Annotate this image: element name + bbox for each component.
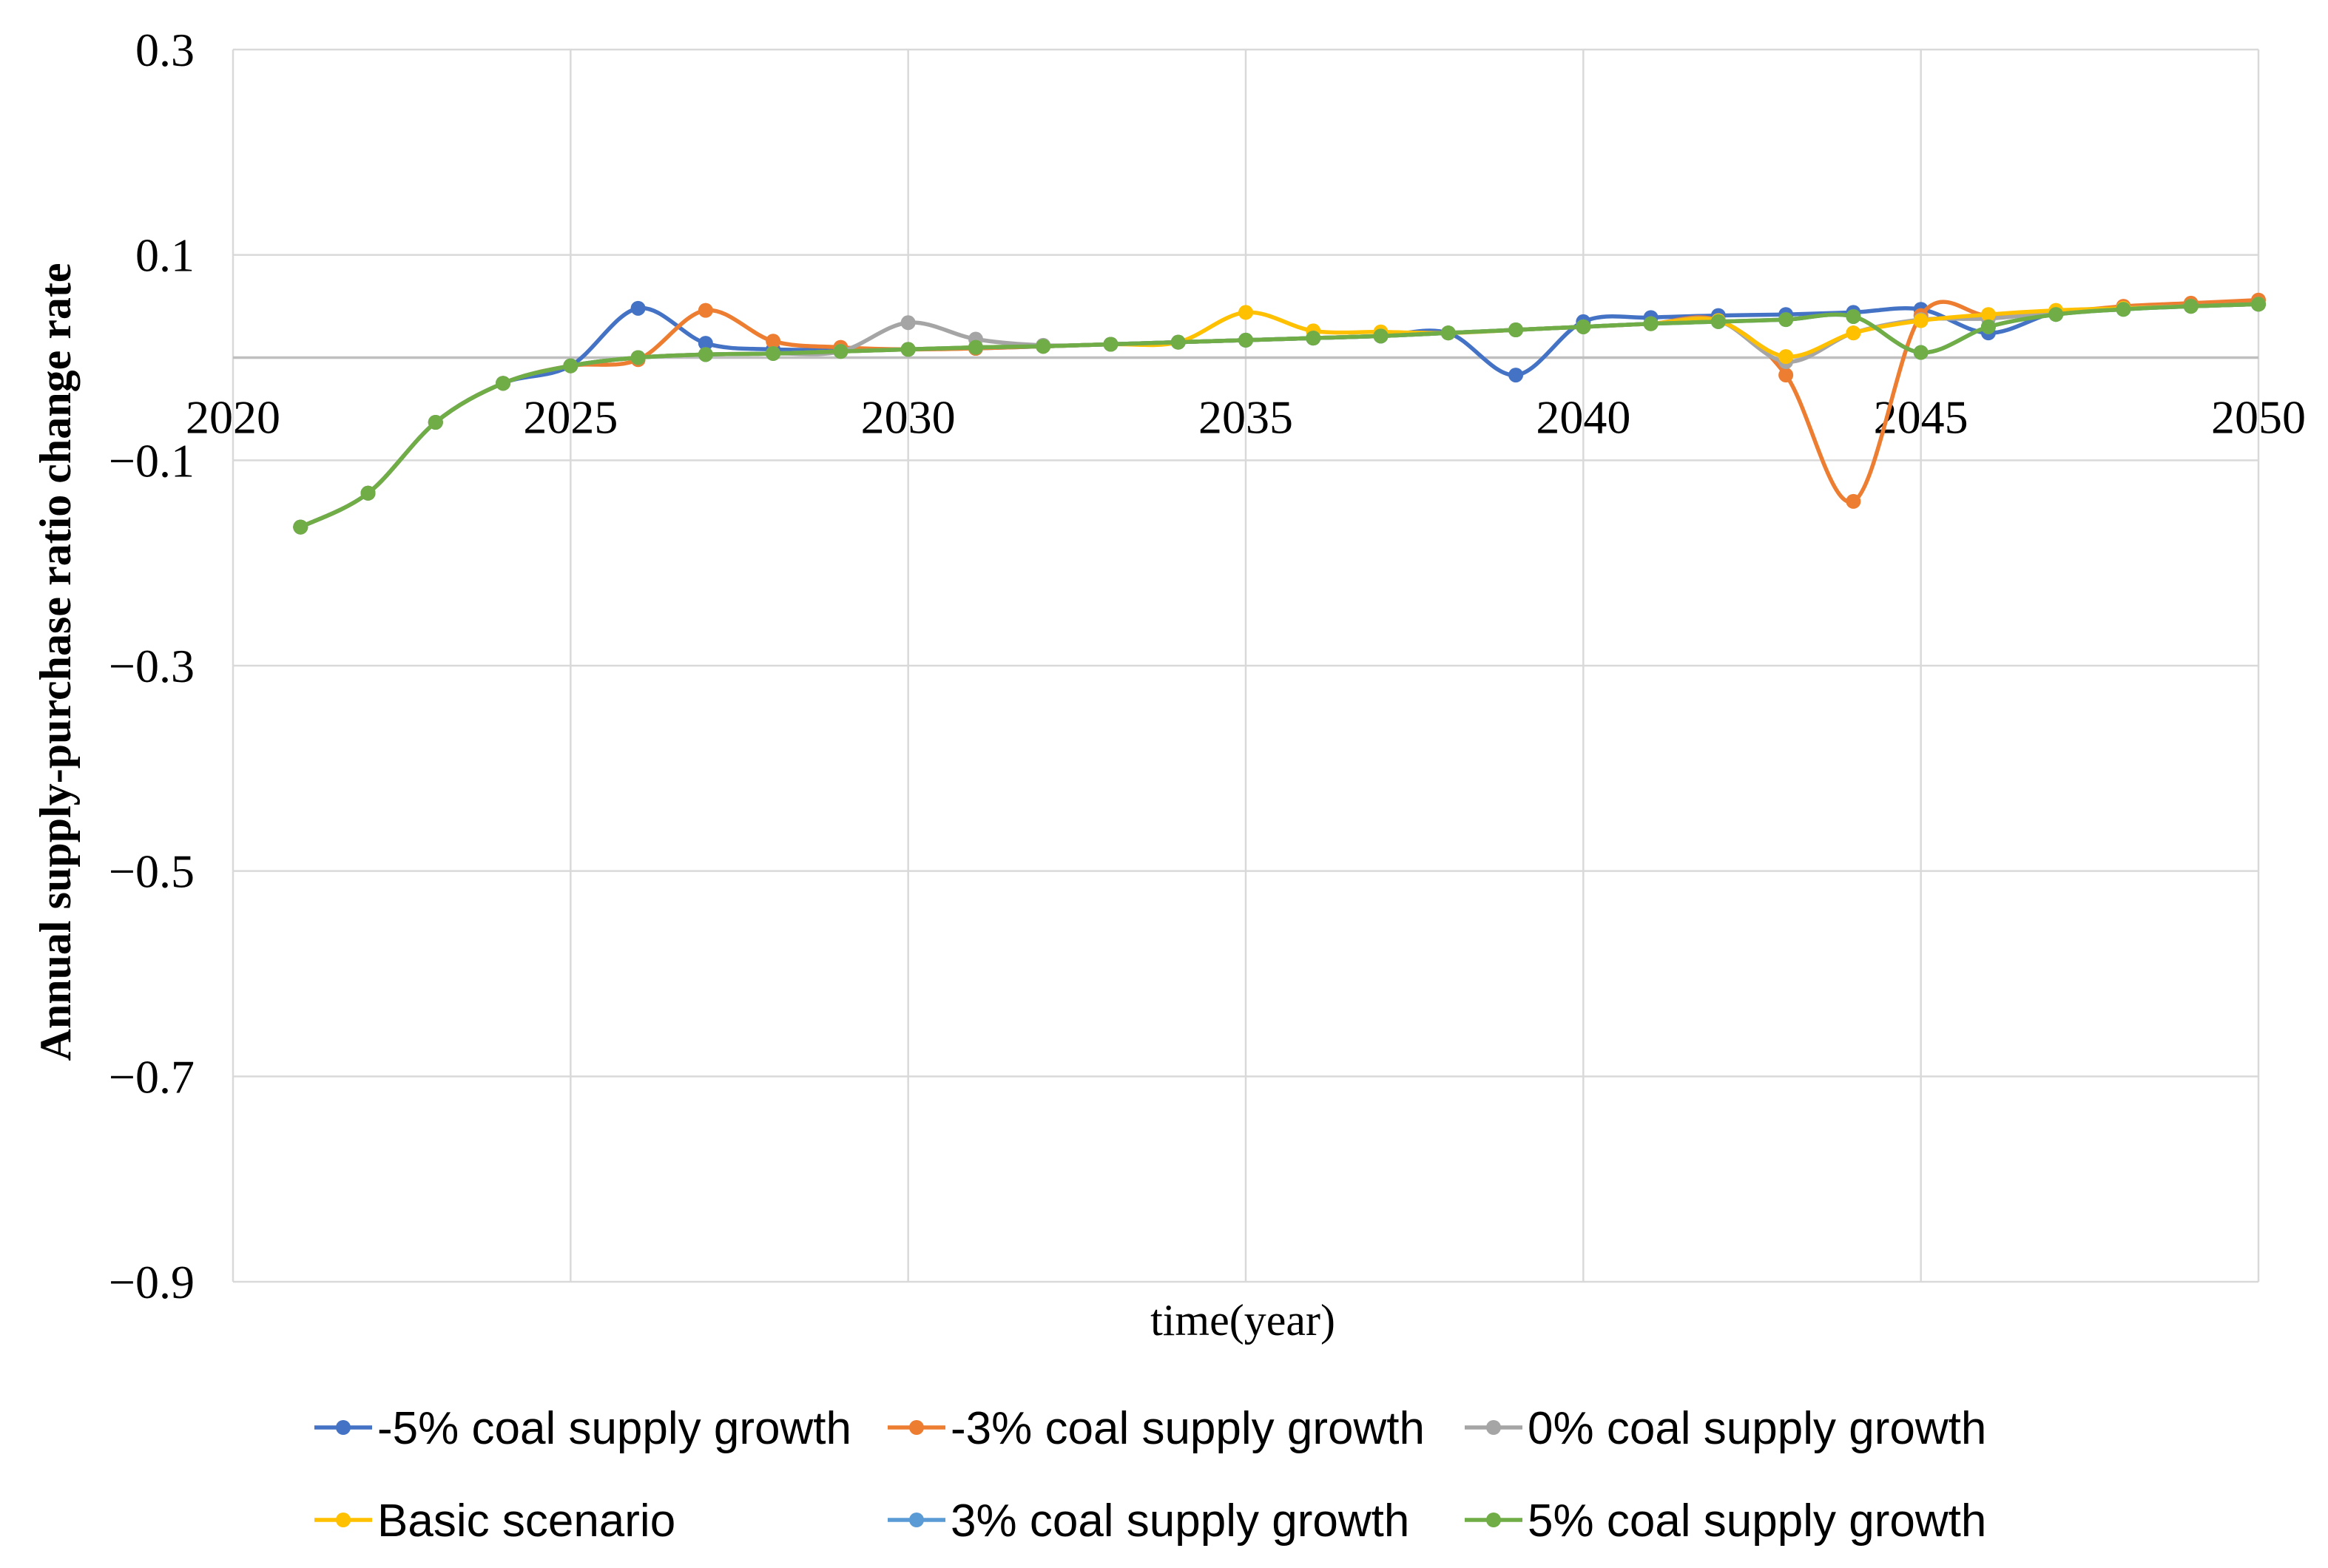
legend-marker: [909, 1420, 924, 1435]
y-tick-label: −0.7: [109, 1050, 195, 1103]
data-point: [900, 342, 916, 357]
y-tick-label: 0.3: [135, 24, 195, 76]
data-point: [1508, 368, 1524, 383]
data-point: [1778, 349, 1794, 365]
legend-label: 0% coal supply growth: [1528, 1403, 1986, 1454]
data-point: [2048, 307, 2064, 322]
x-axis-ticks: 2020 2025 2030 2035 2040 2045 2050: [186, 391, 2306, 444]
data-point: [698, 347, 713, 362]
legend-label: 3% coal supply growth: [951, 1496, 1409, 1547]
data-point: [1238, 305, 1253, 320]
data-point: [1980, 319, 1996, 334]
legend-marker: [336, 1513, 351, 1527]
x-tick-label: 2035: [1198, 391, 1293, 444]
legend-label: 5% coal supply growth: [1528, 1496, 1986, 1547]
data-point: [766, 334, 781, 349]
data-point: [1710, 314, 1726, 329]
data-point: [1440, 325, 1456, 341]
x-tick-label: 2040: [1536, 391, 1630, 444]
series-group: [293, 292, 2266, 535]
data-point: [1036, 339, 1051, 354]
data-point: [1103, 337, 1119, 352]
legend-item: -3% coal supply growth: [888, 1403, 1425, 1454]
x-tick-label: 2050: [2211, 391, 2306, 444]
data-point: [833, 344, 848, 359]
legend-marker: [1486, 1420, 1501, 1435]
data-point: [630, 300, 646, 316]
data-point: [1508, 322, 1524, 338]
legend-item: 3% coal supply growth: [888, 1496, 1409, 1547]
legend-marker: [336, 1420, 351, 1435]
series-6: [293, 297, 2266, 535]
x-tick-label: 2025: [523, 391, 618, 444]
data-point: [1778, 368, 1794, 383]
data-point: [1306, 331, 1321, 346]
y-axis-title: Annual supply-purchase ratio change rate: [31, 263, 80, 1061]
data-point: [1846, 308, 1861, 324]
data-point: [1778, 312, 1794, 328]
data-point: [1373, 328, 1389, 344]
data-point: [2183, 299, 2199, 314]
legend: -5% coal supply growth -3% coal supply gr…: [314, 1403, 1986, 1547]
data-point: [1846, 493, 1861, 509]
data-point: [1913, 345, 1929, 360]
data-point: [698, 303, 713, 318]
data-point: [1238, 332, 1253, 348]
legend-item: 5% coal supply growth: [1465, 1496, 1986, 1547]
data-point: [1170, 334, 1186, 350]
legend-label: Basic scenario: [377, 1496, 675, 1547]
data-point: [2116, 302, 2131, 317]
legend-label: -3% coal supply growth: [951, 1403, 1425, 1454]
y-tick-label: −0.9: [109, 1256, 195, 1308]
x-tick-label: 2030: [861, 391, 956, 444]
legend-item: 0% coal supply growth: [1465, 1403, 1986, 1454]
data-point: [766, 345, 781, 361]
data-point: [563, 358, 578, 374]
data-point: [1846, 325, 1861, 341]
data-point: [293, 519, 308, 535]
data-point: [360, 485, 376, 501]
x-axis-title: time(year): [1150, 1296, 1335, 1345]
data-point: [428, 414, 443, 430]
y-tick-label: −0.5: [109, 845, 195, 898]
legend-marker: [909, 1513, 924, 1527]
legend-item: Basic scenario: [314, 1496, 675, 1547]
y-tick-label: −0.1: [109, 434, 195, 487]
data-point: [2251, 297, 2266, 312]
data-point: [900, 315, 916, 331]
data-point: [1913, 313, 1929, 328]
y-tick-label: 0.1: [135, 229, 195, 282]
data-point: [630, 350, 646, 365]
data-point: [968, 339, 983, 355]
legend-label: -5% coal supply growth: [377, 1403, 851, 1454]
legend-item: -5% coal supply growth: [314, 1403, 851, 1454]
data-point: [1643, 316, 1659, 331]
data-point: [1980, 307, 1996, 322]
data-point: [698, 336, 713, 351]
legend-marker: [1486, 1513, 1501, 1527]
x-tick-label: 2045: [1874, 391, 1968, 444]
x-tick-label: 2020: [186, 391, 280, 444]
y-tick-label: −0.3: [109, 640, 195, 692]
data-point: [1576, 319, 1591, 334]
data-point: [496, 376, 511, 391]
y-axis-ticks: 0.3 0.1 −0.1 −0.3 −0.5 −0.7 −0.9: [109, 24, 195, 1308]
grid-lines: [232, 48, 2260, 1283]
